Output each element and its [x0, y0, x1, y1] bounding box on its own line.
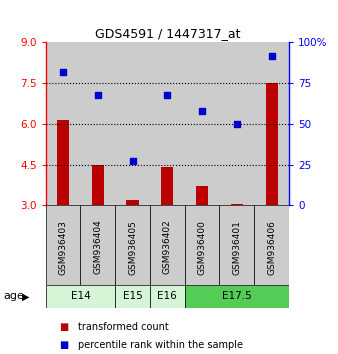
Text: age: age [3, 291, 24, 302]
Text: E15: E15 [123, 291, 142, 302]
Text: E14: E14 [71, 291, 90, 302]
Title: GDS4591 / 1447317_at: GDS4591 / 1447317_at [95, 27, 240, 40]
Text: GSM936404: GSM936404 [93, 219, 102, 274]
Text: GSM936400: GSM936400 [198, 219, 207, 275]
Bar [185, 205, 219, 285]
Bar [254, 205, 289, 285]
Bar [46, 42, 80, 205]
Bar [46, 205, 80, 285]
Bar [161, 167, 173, 205]
Bar [266, 83, 278, 205]
Point [95, 92, 100, 97]
Bar [57, 120, 69, 205]
Text: percentile rank within the sample: percentile rank within the sample [78, 340, 243, 350]
Bar [115, 205, 150, 285]
Bar [185, 285, 289, 308]
Bar [80, 42, 115, 205]
Text: ▶: ▶ [22, 291, 29, 302]
Text: GSM936405: GSM936405 [128, 219, 137, 275]
Point [60, 69, 66, 75]
Bar [219, 205, 254, 285]
Bar [46, 285, 115, 308]
Bar [115, 42, 150, 205]
Bar [92, 165, 104, 205]
Bar [150, 285, 185, 308]
Text: E16: E16 [158, 291, 177, 302]
Bar [185, 42, 219, 205]
Point [130, 159, 135, 164]
Point [165, 92, 170, 97]
Bar [126, 200, 139, 205]
Bar [150, 205, 185, 285]
Bar [254, 42, 289, 205]
Text: ■: ■ [59, 340, 68, 350]
Text: ■: ■ [59, 322, 68, 332]
Text: GSM936402: GSM936402 [163, 219, 172, 274]
Bar [80, 205, 115, 285]
Text: GSM936406: GSM936406 [267, 219, 276, 275]
Text: transformed count: transformed count [78, 322, 168, 332]
Bar [196, 186, 208, 205]
Text: GSM936401: GSM936401 [232, 219, 241, 275]
Text: GSM936403: GSM936403 [58, 219, 68, 275]
Point [234, 121, 240, 127]
Point [199, 108, 205, 114]
Point [269, 53, 274, 58]
Text: E17.5: E17.5 [222, 291, 252, 302]
Bar [231, 204, 243, 205]
Bar [150, 42, 185, 205]
Bar [115, 285, 150, 308]
Bar [219, 42, 254, 205]
